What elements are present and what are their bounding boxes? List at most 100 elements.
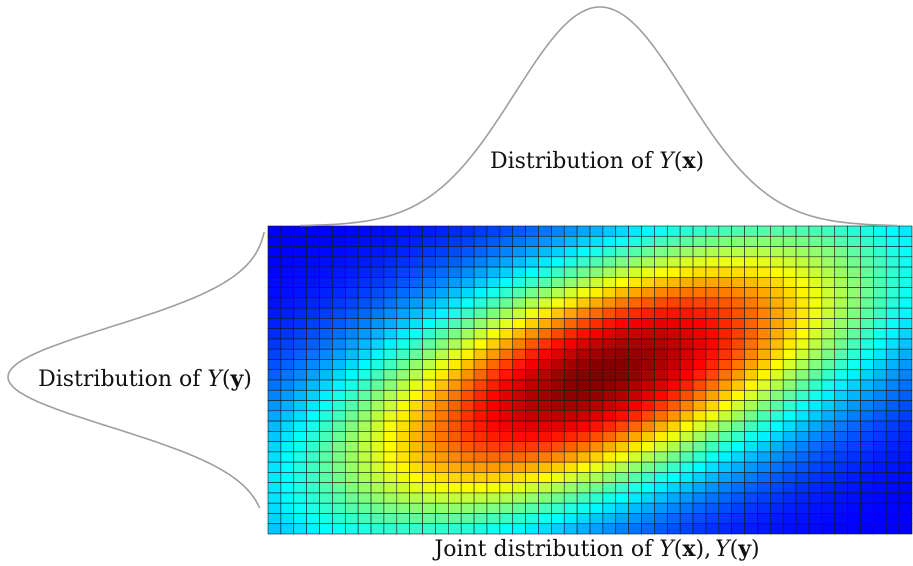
heatmap-cell (808, 235, 823, 247)
heatmap-cell (306, 359, 320, 371)
heatmap-cell (602, 307, 617, 319)
heatmap-cell (602, 451, 617, 463)
heatmap-cell (435, 513, 449, 525)
heatmap-cell (344, 431, 359, 442)
heatmap-cell (744, 359, 758, 371)
heatmap-cell (628, 318, 642, 329)
heatmap-cell (267, 338, 282, 350)
heatmap-cell (422, 369, 436, 381)
heatmap-cell (705, 410, 720, 422)
heatmap-cell (525, 277, 539, 288)
heatmap-cell (731, 472, 745, 483)
heatmap-cell (860, 256, 874, 268)
heatmap-cell (641, 389, 655, 401)
heatmap-cell (422, 338, 436, 350)
heatmap-cell (512, 502, 526, 514)
heatmap-cell (821, 369, 836, 381)
heatmap-cell (563, 287, 578, 299)
heatmap-cell (628, 369, 642, 381)
heatmap-cell (306, 431, 320, 442)
heatmap-cell (898, 338, 913, 350)
heatmap-cell (357, 420, 372, 432)
heatmap-cell (267, 502, 282, 514)
heatmap-cell (847, 461, 861, 473)
heatmap-cell (731, 461, 745, 473)
heatmap-cell (628, 492, 642, 504)
heatmap-cell (847, 492, 861, 504)
heatmap-cell (898, 246, 913, 258)
heatmap-cell (602, 420, 617, 432)
heatmap-cell (641, 338, 655, 350)
heatmap-cell (834, 502, 848, 514)
heatmap-cell (770, 338, 784, 350)
heatmap-cell (821, 256, 836, 268)
heatmap-cell (280, 225, 295, 237)
heatmap-cell (563, 441, 578, 453)
heatmap-cell (808, 451, 823, 463)
heatmap-cell (448, 389, 462, 401)
heatmap-cell (898, 348, 913, 360)
heatmap-cell (332, 379, 346, 391)
heatmap-cell (344, 318, 359, 329)
heatmap-cell (654, 328, 668, 340)
heatmap-cell (319, 225, 333, 237)
heatmap-cell (757, 328, 771, 340)
heatmap-cell (731, 379, 745, 391)
heatmap-cell (280, 235, 295, 247)
heatmap-cell (512, 482, 526, 494)
heatmap-cell (873, 461, 887, 473)
heatmap-cell (293, 266, 307, 278)
heatmap-cell (885, 256, 900, 268)
heatmap-cell (679, 400, 694, 412)
heatmap-cell (551, 472, 565, 483)
heatmap-cell (821, 225, 836, 237)
heatmap-cell (422, 502, 436, 514)
heatmap-cell (370, 379, 385, 391)
heatmap-cell (602, 318, 617, 329)
heatmap-cell (319, 461, 333, 473)
heatmap-cell (654, 348, 668, 360)
heatmap-cell (332, 266, 346, 278)
heatmap-cell (319, 338, 333, 350)
heatmap-cell (473, 307, 488, 319)
heatmap-cell (847, 441, 861, 453)
heatmap-cell (692, 235, 707, 247)
heatmap-cell (538, 492, 552, 504)
heatmap-cell (344, 348, 359, 360)
heatmap-cell (563, 389, 578, 401)
heatmap-cell (306, 492, 320, 504)
heatmap-cell (293, 328, 307, 340)
heatmap-cell (718, 338, 732, 350)
heatmap-cell (512, 307, 526, 319)
heatmap-cell (885, 400, 900, 412)
heatmap-cell (885, 307, 900, 319)
heatmap-cell (499, 359, 514, 371)
heatmap-cell (847, 338, 861, 350)
heatmap-cell (563, 472, 578, 483)
heatmap-cell (396, 379, 410, 391)
heatmap-cell (615, 410, 629, 422)
heatmap-cell (731, 431, 745, 442)
heatmap-cell (422, 246, 436, 258)
heatmap-cell (602, 328, 617, 340)
heatmap-cell (615, 441, 629, 453)
heatmap-cell (319, 307, 333, 319)
heatmap-cell (576, 277, 591, 288)
heatmap-cell (757, 492, 771, 504)
heatmap-cell (448, 307, 462, 319)
heatmap-cell (525, 318, 539, 329)
heatmap-cell (679, 461, 694, 473)
heatmap-cell (744, 472, 758, 483)
heatmap-cell (383, 266, 398, 278)
heatmap-cell (357, 513, 372, 525)
heatmap-cell (654, 297, 668, 309)
heatmap-cell (692, 277, 707, 288)
heatmap-cell (551, 297, 565, 309)
heatmap-cell (370, 338, 385, 350)
heatmap-cell (460, 318, 475, 329)
heatmap-cell (280, 410, 295, 422)
heatmap-cell (782, 431, 797, 442)
heatmap-cell (563, 492, 578, 504)
heatmap-cell (512, 369, 526, 381)
heatmap-cell (873, 451, 887, 463)
